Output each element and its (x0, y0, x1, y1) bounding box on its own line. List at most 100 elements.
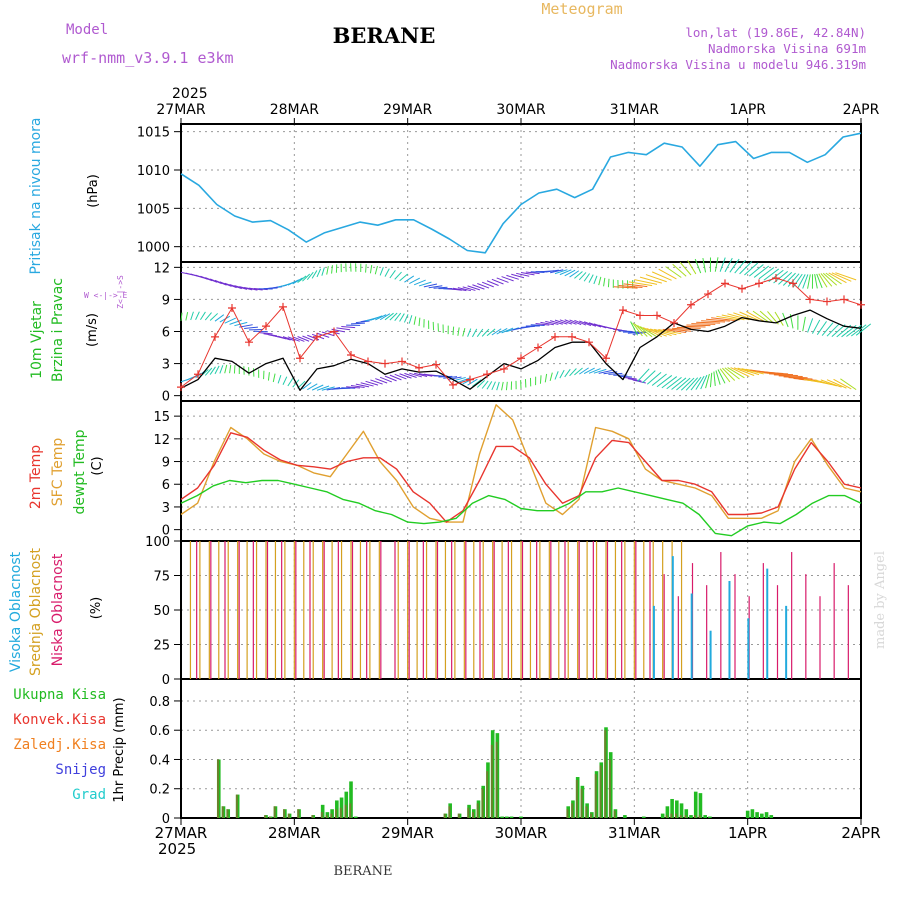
wind-arrow (588, 322, 602, 328)
conv-precip-bar (283, 809, 286, 818)
wind-arrow (209, 278, 222, 285)
wind-arrow (443, 376, 458, 379)
wind-arrow (457, 327, 460, 336)
top-date-label: 30MAR (496, 102, 545, 118)
wind-arrow (520, 272, 535, 276)
wind-arrow (394, 373, 407, 380)
precip-legend: Ukupna Kisa Konvek.Kisa Zaledj.Kisa Snij… (13, 687, 127, 803)
wind-arrow (539, 375, 542, 384)
gust-marker (500, 364, 508, 373)
wind-arrow (583, 273, 591, 282)
wind-arrow (302, 273, 311, 282)
wind-arrow (423, 283, 438, 288)
conv-precip-bar (486, 771, 489, 818)
y-tick-label: 0.8 (149, 695, 170, 710)
wind-arrow (428, 285, 443, 289)
wind-arrow (744, 262, 759, 276)
wind-arrow (850, 324, 867, 337)
wind-arrow (375, 378, 388, 384)
wind-arrow (511, 273, 525, 279)
wind-arrow (244, 326, 258, 330)
wind-arrow (287, 377, 294, 387)
gust-marker (789, 279, 797, 288)
conv-precip-bar (585, 806, 588, 818)
conv-precip-bar (481, 788, 484, 818)
wind-arrow (360, 382, 374, 387)
wind-arrow (695, 375, 705, 390)
wind-arrow (336, 327, 351, 331)
pressure-frame (180, 123, 862, 263)
total-precip-bar (670, 798, 674, 818)
total-precip-bar (689, 815, 693, 818)
conv-precip-bar (320, 812, 323, 818)
wind-arrow (816, 273, 823, 289)
wind-arrow (467, 378, 478, 386)
wind-arrow (379, 267, 384, 276)
gust-marker (721, 279, 729, 288)
y-tick-label: 0 (162, 673, 170, 688)
wind-arrow (733, 367, 755, 376)
y-tick-label: 0.2 (149, 783, 170, 798)
wind-arrow (559, 369, 565, 379)
wind-arrow (658, 329, 682, 335)
wind-arrow (763, 268, 780, 281)
wind-arrow (321, 386, 335, 391)
y-tick-label: 9 (162, 293, 170, 308)
temp-labels: 2m Temp SFC Temp dewpt Temp (C) (28, 429, 105, 514)
wind-arrow (828, 272, 847, 284)
conv-precip-bar (490, 744, 493, 818)
y-tick-label: 0.6 (149, 724, 170, 739)
wind-arrow (739, 261, 753, 275)
wind-arrow (654, 328, 677, 336)
low-cloud-label: Niska Oblacnost (50, 553, 66, 666)
gust-marker (466, 375, 474, 384)
wind-arrow (807, 274, 811, 289)
wind-arrow (618, 284, 643, 288)
conv-precip-bar (330, 813, 333, 818)
wind-arrow (307, 383, 318, 391)
wind-arrow (719, 257, 726, 272)
wind-arrow (706, 318, 730, 322)
temperature-frame (180, 400, 862, 542)
cloud-labels: Visoka Oblacnost Srednja Oblacnost Niska… (8, 548, 104, 676)
wind-arrow (302, 382, 312, 390)
wind-arrow (645, 274, 667, 283)
wind-arrow (501, 381, 504, 391)
gust-marker (279, 302, 287, 311)
wind-arrow (190, 311, 194, 321)
wind-arrow (574, 271, 583, 279)
wind-arrow (559, 269, 572, 276)
wind-arrow (326, 266, 329, 275)
pressure-labels: Pritisak na nivou mora (hPa) (28, 117, 101, 274)
gust-marker (177, 383, 185, 392)
gust-marker (313, 332, 321, 341)
wind-arrow (413, 279, 426, 286)
wind-arrow (671, 377, 687, 390)
wind-arrow (564, 269, 576, 277)
conv-precip-bar (297, 809, 300, 818)
wind-arrow (457, 377, 470, 383)
wind-arrow (855, 323, 872, 336)
model-altitude-label: Nadmorska Visina u modelu 946.319m (610, 57, 866, 72)
total-precip-bar (708, 816, 712, 818)
wind-title-2: Brzina i Pravac (50, 278, 66, 382)
total-precip-bar (675, 800, 679, 818)
wind-arrow (550, 269, 564, 274)
y-tick-label: 1005 (137, 202, 170, 217)
wind-arrow (219, 281, 232, 287)
wind-arrow (662, 328, 687, 334)
wind-arrow (535, 322, 550, 326)
wind-arrow (413, 316, 417, 325)
wind-arrow (486, 381, 493, 390)
wind-arrow (554, 319, 568, 325)
year-bottom: 2025 (158, 840, 196, 858)
wind-arrow (702, 257, 707, 273)
wind-arrow (316, 268, 322, 278)
bottom-date-label: 31MAR (608, 824, 661, 842)
total-precip-bar (755, 812, 759, 818)
wind-arrow (506, 274, 519, 280)
total-precip-bar (760, 813, 764, 818)
total-precip-bar (320, 804, 325, 818)
y-tick-label: 3 (162, 358, 170, 373)
wind-arrow (705, 373, 710, 389)
